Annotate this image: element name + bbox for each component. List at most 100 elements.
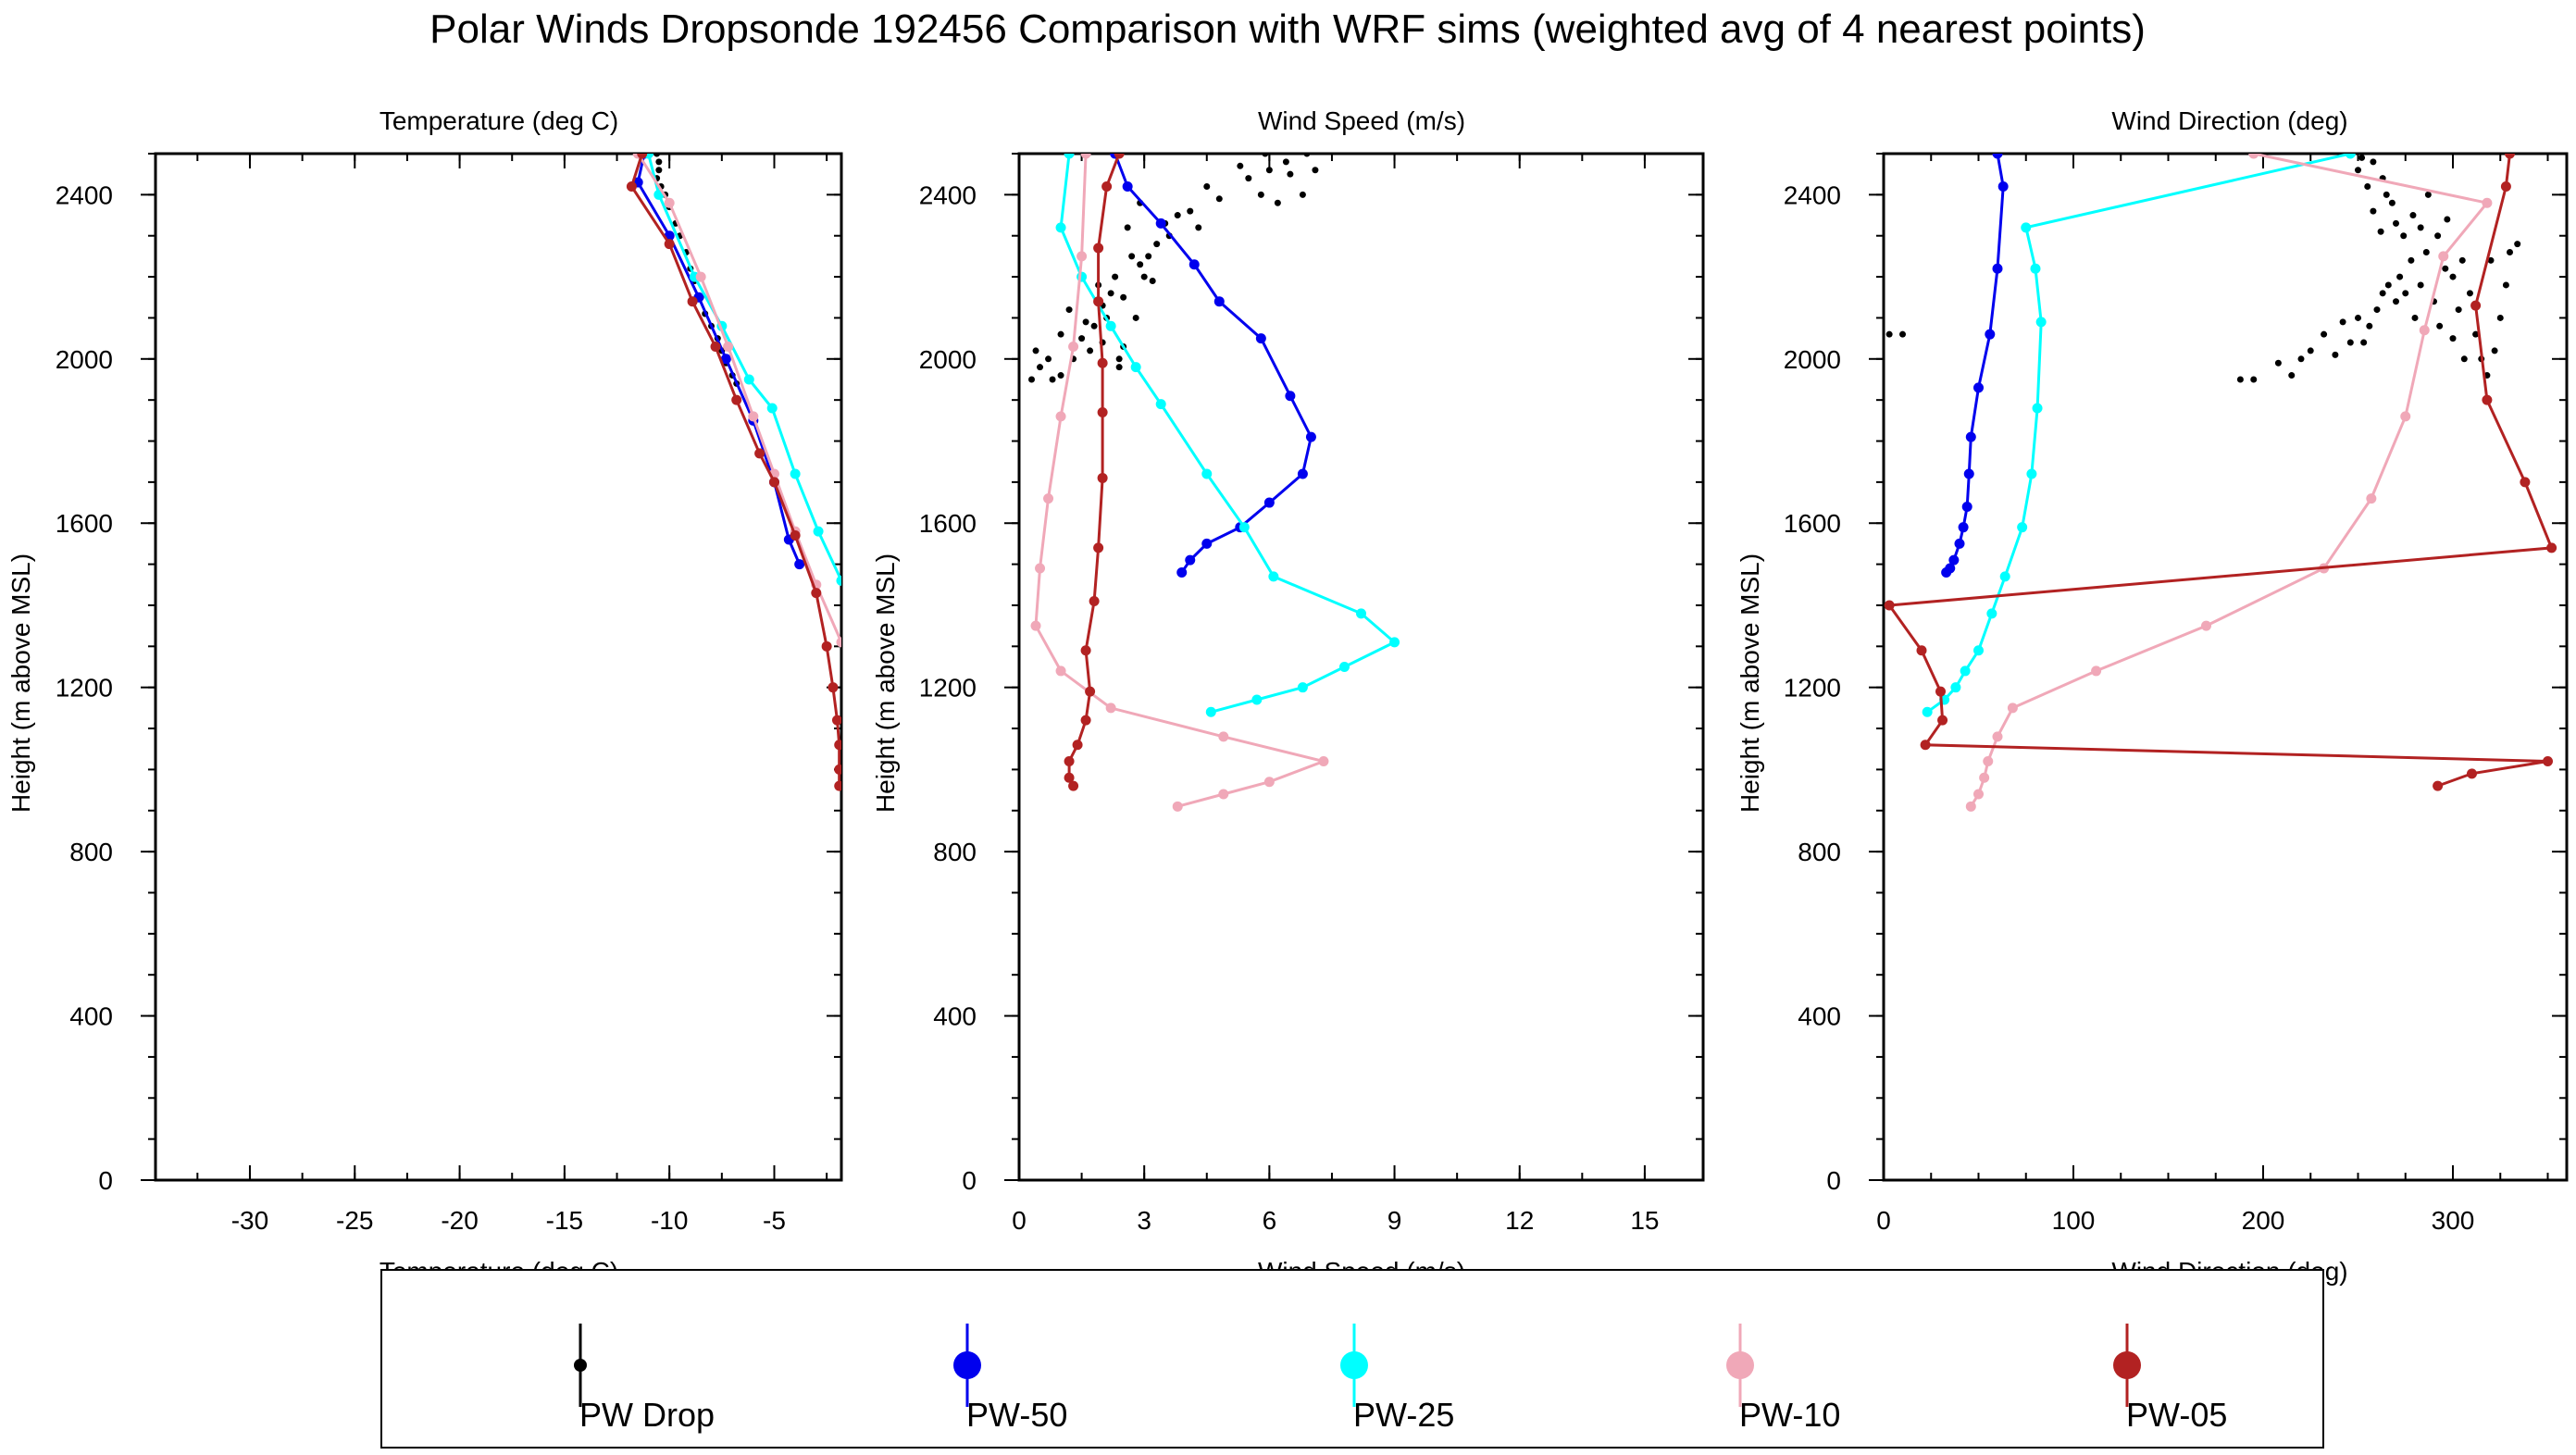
wind-speed-data-point-pw-10 <box>1076 251 1088 262</box>
wind-speed-data-point-pw-drop <box>1132 314 1139 321</box>
wind-direction-data-point-pw-05 <box>2546 542 2557 553</box>
wind-speed-data-point-pw-50 <box>1263 497 1275 508</box>
temperature-data-point-pw-05 <box>834 764 841 775</box>
temperature-data-point-pw-05 <box>790 530 801 541</box>
wind-direction-x-tick-label: 200 <box>2242 1206 2285 1235</box>
wind-speed-data-point-pw-drop <box>1303 154 1311 157</box>
wind-direction-data-point-pw-drop <box>2434 232 2442 240</box>
wind-speed-data-point-pw-drop <box>1037 364 1044 371</box>
wind-direction-series-line-pw-10 <box>1970 154 2490 808</box>
wind-direction-data-point-pw-50 <box>1992 154 2003 159</box>
wind-speed-data-point-pw-10 <box>1068 341 1079 352</box>
temperature-data-point-pw-05 <box>811 588 822 599</box>
wind-direction-data-point-pw-drop <box>2288 372 2296 379</box>
wind-direction-data-point-pw-drop <box>2449 273 2457 280</box>
wind-direction-data-point-pw-drop <box>2502 281 2509 289</box>
wind-direction-data-point-pw-05 <box>2470 300 2482 311</box>
wind-direction-data-point-pw-05 <box>1937 715 1948 726</box>
wind-speed-data-point-pw-25 <box>1238 522 1250 533</box>
wind-speed-data-point-pw-25 <box>1268 571 1279 582</box>
temperature-data-point-pw-25 <box>790 468 801 479</box>
wind-speed-y-tick-label: 1200 <box>919 674 977 703</box>
temperature-x-tick-label: -15 <box>546 1206 583 1235</box>
wind-direction-data-point-pw-05 <box>1935 686 1946 697</box>
wind-direction-data-point-pw-drop <box>2449 335 2457 342</box>
wind-direction-data-point-pw-drop <box>2297 355 2305 363</box>
wind-speed-data-point-pw-10 <box>1043 493 1054 504</box>
wind-direction-data-point-pw-25 <box>2032 403 2043 414</box>
wind-direction-data-point-pw-drop <box>2377 228 2384 235</box>
wind-speed-data-point-pw-drop <box>1128 253 1136 260</box>
legend-label-pw-25: PW-25 <box>1353 1396 1454 1434</box>
wind-direction-y-tick-label: 1600 <box>1784 509 1841 538</box>
wind-speed-data-point-pw-25 <box>1064 154 1075 159</box>
wind-direction-data-point-pw-50 <box>1973 382 1984 393</box>
wind-direction-data-point-pw-10 <box>1979 772 1990 783</box>
wind-direction-data-point-pw-25 <box>2030 263 2041 274</box>
temperature-data-point-pw-05 <box>731 394 742 405</box>
wind-direction-data-point-pw-drop <box>2370 207 2377 215</box>
wind-speed-data-point-pw-05 <box>1093 296 1104 307</box>
wind-speed-data-point-pw-50 <box>1305 431 1316 442</box>
wind-speed-series-pw-25 <box>1055 154 1400 717</box>
legend-marker-pw-50 <box>953 1351 981 1379</box>
wind-speed-data-point-pw-drop <box>1120 293 1127 301</box>
temperature-x-tick-label: -25 <box>336 1206 373 1235</box>
wind-direction-data-point-pw-drop <box>1899 330 1906 338</box>
wind-speed-x-tick-label: 9 <box>1388 1206 1402 1235</box>
wind-direction-data-point-pw-drop <box>1885 330 1893 338</box>
legend-marker-pw-drop <box>574 1359 587 1372</box>
temperature-x-tick-label: -5 <box>763 1206 786 1235</box>
wind-direction-data-point-pw-drop <box>2396 273 2404 280</box>
wind-speed-data-point-pw-drop <box>1195 224 1202 231</box>
temperature-series-pw-50 <box>632 154 805 570</box>
wind-direction-panel-title: Wind Direction (deg) <box>2111 106 2347 135</box>
wind-direction-data-point-pw-10 <box>2201 620 2211 631</box>
wind-direction-y-tick-label: 400 <box>1798 1002 1841 1031</box>
wind-direction-data-point-pw-drop <box>2358 154 2366 161</box>
wind-speed-data-point-pw-drop <box>1087 347 1094 354</box>
wind-speed-data-point-pw-05 <box>1064 772 1075 783</box>
wind-direction-data-point-pw-25 <box>1960 665 1971 677</box>
wind-direction-data-point-pw-50 <box>1958 522 1969 533</box>
wind-direction-data-point-pw-drop <box>2339 318 2346 326</box>
temperature-y-tick-label: 2400 <box>56 180 113 209</box>
wind-direction-y-tick-label: 1200 <box>1784 674 1841 703</box>
wind-speed-data-point-pw-25 <box>1205 706 1216 717</box>
wind-direction-data-point-pw-25 <box>2026 468 2037 479</box>
wind-direction-data-point-pw-drop <box>2355 167 2361 174</box>
temperature-data-point-pw-25 <box>743 374 754 385</box>
temperature-data-point-pw-05 <box>710 341 721 352</box>
wind-speed-y-axis-label: Height (m above MSL) <box>871 553 900 813</box>
legend: PW Drop PW-50 PW-25 PW-10 PW-05 <box>380 1269 2324 1449</box>
wind-direction-data-point-pw-50 <box>1985 329 1996 340</box>
wind-speed-data-point-pw-05 <box>1085 686 1096 697</box>
temperature-y-tick-label: 2000 <box>56 345 113 374</box>
temperature-y-tick-label: 1600 <box>56 509 113 538</box>
wind-direction-data-point-pw-10 <box>2438 251 2449 262</box>
wind-direction-y-tick-label: 2000 <box>1784 345 1841 374</box>
wind-direction-data-point-pw-50 <box>1954 538 1965 549</box>
wind-direction-axes: 0 100 200 300 0 400 800 1200 1600 2000 2400 <box>1784 152 2569 1235</box>
temperature-data-point-pw-05 <box>834 780 841 791</box>
wind-speed-data-point-pw-drop <box>1257 191 1264 198</box>
wind-direction-data-point-pw-10 <box>2419 325 2430 336</box>
wind-speed-data-point-pw-drop <box>1274 199 1281 206</box>
legend-marker-pw-05 <box>2113 1351 2141 1379</box>
wind-speed-data-point-pw-10 <box>1318 756 1329 767</box>
wind-direction-y-axis-label: Height (m above MSL) <box>1736 553 1764 813</box>
wind-speed-data-point-pw-drop <box>1057 330 1064 338</box>
wind-speed-data-point-pw-05 <box>1114 154 1125 159</box>
wind-direction-data-point-pw-25 <box>1922 706 1933 717</box>
wind-speed-y-tick-label: 2400 <box>919 180 977 209</box>
wind-speed-data-point-pw-drop <box>1215 195 1223 203</box>
temperature-data-point-pw-05 <box>834 740 841 751</box>
wind-speed-y-tick-label: 800 <box>933 838 977 866</box>
wind-speed-data-point-pw-drop <box>1245 175 1252 182</box>
wind-speed-data-point-pw-05 <box>1097 472 1108 483</box>
wind-direction-data-point-pw-10 <box>2091 665 2102 677</box>
wind-direction-data-point-pw-drop <box>2444 216 2451 223</box>
wind-direction-data-point-pw-drop <box>2332 351 2339 358</box>
temperature-series-pw-25 <box>643 154 841 586</box>
